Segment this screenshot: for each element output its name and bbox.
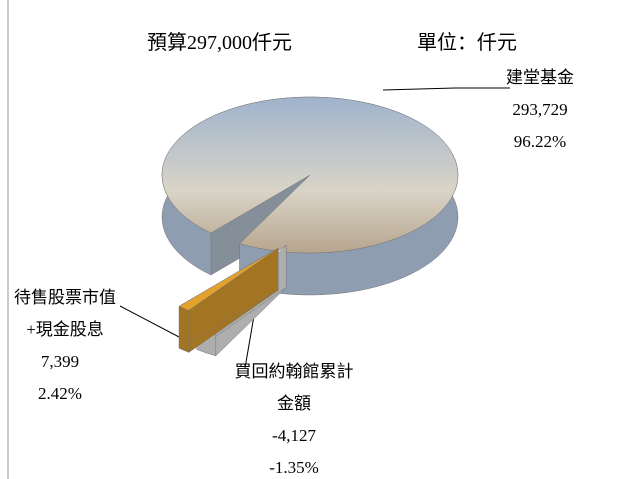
pie-slice [178, 247, 279, 353]
slice-top [161, 96, 459, 254]
chart-subtitle: 單位：仟元 [417, 32, 517, 54]
slice-label: 待售股票市值+現金股息 [14, 288, 116, 339]
value-label: 293,729 [512, 100, 568, 119]
slice-label: 買回約翰館累計金額 [234, 362, 354, 413]
value-label: -4,127 [272, 426, 316, 445]
chart-title: 預算297,000仟元 [147, 32, 292, 54]
value-label: 7,399 [40, 352, 80, 371]
percent-label: 96.22% [513, 132, 567, 151]
pie-slice [161, 96, 459, 296]
slice-top [178, 248, 279, 311]
percent-label: -1.35% [269, 458, 319, 477]
leader-line [382, 87, 510, 91]
slice-side [178, 305, 190, 353]
percent-label: 2.42% [38, 384, 82, 403]
slice-label: 建堂基金 [506, 68, 574, 87]
leader-line [244, 309, 256, 369]
